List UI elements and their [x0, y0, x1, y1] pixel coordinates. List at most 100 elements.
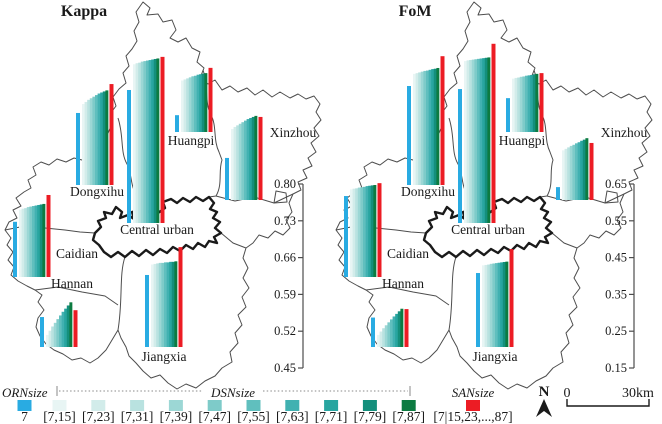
- san-bar: [208, 67, 213, 132]
- dsn-bar: [471, 59, 475, 223]
- district-label: Dongxihu: [70, 184, 124, 199]
- dsn-bar: [497, 262, 501, 347]
- panel-title: FoM: [399, 3, 432, 20]
- axis-tick-label: 0.35: [605, 287, 627, 301]
- orn-bar: [127, 89, 131, 223]
- dsn-bar: [426, 70, 429, 185]
- dsn-bar: [140, 61, 144, 223]
- dsn-bin-label: [7,63]: [276, 409, 309, 424]
- dsn-bar: [479, 58, 483, 224]
- dsn-bar: [100, 92, 104, 185]
- dsn-bar: [254, 115, 258, 200]
- dsn-bar: [500, 262, 504, 347]
- dsn-bar: [582, 139, 586, 200]
- dsn-bar: [585, 138, 589, 200]
- dsn-bar: [355, 188, 359, 277]
- dsn-bar: [517, 77, 521, 132]
- bar-cluster-huangpi: [506, 73, 544, 132]
- orn-bar: [407, 86, 411, 185]
- city-outline: [4, 1, 322, 390]
- dsn-bar: [238, 123, 242, 200]
- district-label: Huangpi: [499, 133, 546, 148]
- san-bar: [377, 183, 382, 277]
- scale-bar-line: [566, 399, 650, 407]
- district-label: Central urban: [120, 222, 194, 237]
- dsn-bar: [428, 69, 432, 185]
- district-label: Huangpi: [168, 133, 215, 148]
- dsn-bar: [431, 69, 435, 185]
- dsn-bar: [484, 264, 488, 347]
- dsn-bar: [400, 308, 404, 347]
- dsn-bar: [532, 74, 536, 132]
- dsn-bar: [66, 305, 70, 347]
- dsn-bar: [174, 261, 178, 347]
- district-label: Xinzhou: [601, 125, 648, 140]
- dsn-bar: [92, 96, 96, 185]
- dsn-bar: [392, 316, 396, 347]
- dsn-bar: [61, 311, 65, 347]
- san-bar: [178, 247, 183, 347]
- dsn-bin-label: [7,79]: [354, 409, 387, 424]
- dsn-size-label: DSNsize: [210, 385, 255, 400]
- bar-cluster-xinzhou: [556, 138, 594, 200]
- bar-cluster-jiangxia: [145, 247, 183, 347]
- bar-cluster-central-urban: [127, 56, 165, 224]
- dsn-bar: [231, 129, 234, 200]
- axis-tick-label: 0.73: [274, 214, 296, 228]
- bar-cluster-jiangxia: [476, 249, 514, 347]
- dsn-bar: [512, 78, 515, 132]
- orn-size-label: ORNsize: [2, 385, 48, 400]
- bar-cluster-central-urban: [458, 43, 496, 224]
- dsn-bar: [397, 311, 401, 347]
- district-boundary: [551, 232, 578, 249]
- axis-tick-label: 0.65: [605, 177, 627, 191]
- scale-bar: 0 30km: [564, 386, 654, 407]
- dsn-swatch: [285, 400, 300, 411]
- dsn-bar: [105, 90, 109, 185]
- dsn-bar: [138, 62, 142, 224]
- district-label: Jiangxia: [142, 349, 187, 364]
- district-label: Caidian: [387, 246, 429, 261]
- dsn-bar: [423, 70, 427, 185]
- dsn-bar: [48, 330, 52, 347]
- dsn-swatch: [91, 400, 106, 411]
- dsn-bar: [370, 185, 374, 277]
- bar-cluster-caidian: [13, 194, 51, 277]
- dsn-bar: [373, 185, 377, 277]
- dsn-bar: [464, 61, 467, 223]
- dsn-bar: [236, 125, 240, 200]
- dsn-bar: [413, 73, 416, 185]
- dsn-bar: [244, 120, 247, 200]
- dsn-bar: [466, 60, 470, 224]
- dsn-bar: [153, 263, 157, 347]
- dsn-bar: [69, 302, 73, 347]
- panel-title: Kappa: [61, 3, 107, 20]
- dsn-bin-label: [7,47]: [198, 409, 231, 424]
- dsn-bin-label: [7,71]: [315, 409, 348, 424]
- dsn-bar: [418, 72, 422, 185]
- axis-tick-label: 0.15: [605, 361, 627, 375]
- san-swatch: [466, 400, 480, 411]
- dsn-bar: [482, 265, 485, 347]
- axis-tick-label: 0.45: [274, 361, 296, 375]
- dsn-bar: [166, 262, 170, 347]
- dsn-bar: [495, 263, 498, 347]
- dsn-bar: [569, 145, 573, 200]
- axis-tick-label: 0.52: [274, 324, 296, 338]
- orn-bar: [40, 317, 44, 347]
- san-bar: [46, 194, 51, 277]
- dsn-bin-label: [7,55]: [237, 409, 270, 424]
- dsn-bar: [249, 117, 253, 200]
- dsn-bar: [29, 206, 33, 277]
- dsn-bar: [395, 313, 399, 347]
- legend: ORNsize DSNsize SANsize 7 [7,15] [7,23] [7,31]…: [2, 385, 513, 424]
- bar-cluster-hannan: [371, 308, 409, 347]
- dsn-bar: [535, 73, 539, 132]
- dsn-bar: [64, 308, 68, 347]
- dsn-bar: [32, 206, 35, 277]
- district-boundary: [604, 190, 619, 204]
- dsn-bar: [384, 325, 388, 347]
- district-label: Hannan: [382, 276, 424, 291]
